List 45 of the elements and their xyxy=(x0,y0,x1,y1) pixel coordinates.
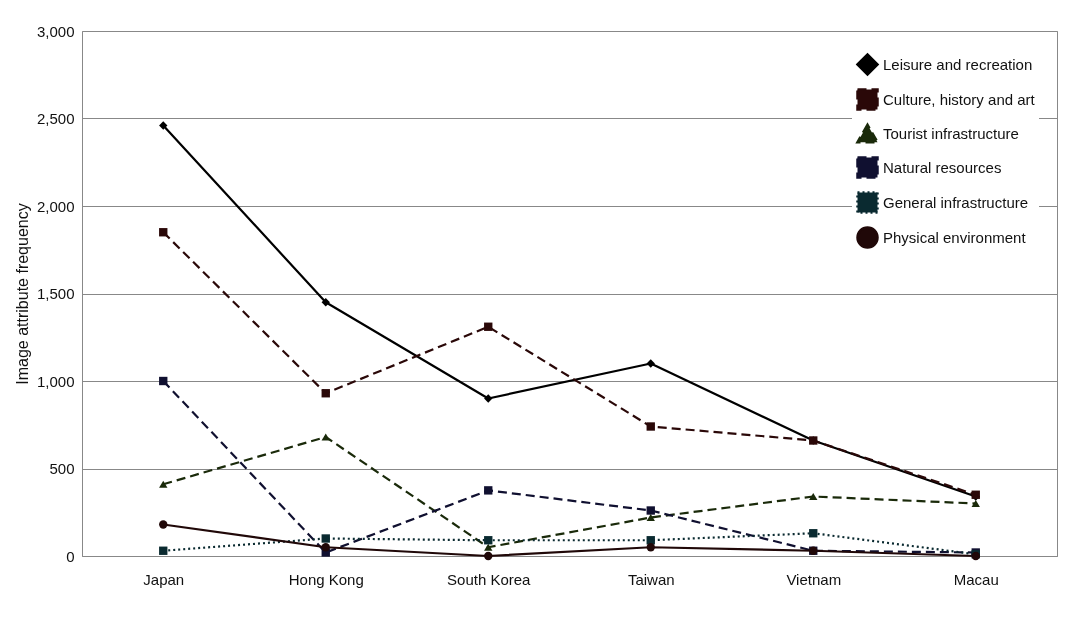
point xyxy=(484,394,493,403)
legend-label: Leisure and recreation xyxy=(883,55,1033,73)
point xyxy=(971,499,980,508)
point xyxy=(159,520,168,529)
legend-label: Culture, history and art xyxy=(883,90,1036,108)
y-axis-title: Image attribute frequency xyxy=(13,203,31,385)
legend-label: Physical environment xyxy=(883,228,1027,246)
legend-label: General infrastructure xyxy=(883,193,1029,211)
point xyxy=(646,506,655,515)
point xyxy=(159,480,168,488)
point xyxy=(809,529,818,538)
point xyxy=(321,543,330,552)
point xyxy=(484,486,493,495)
y-tick-label: 2,000 xyxy=(36,197,75,215)
point xyxy=(321,534,330,543)
y-tick-label: 500 xyxy=(49,460,75,477)
x-tick-label: Macau xyxy=(953,570,999,588)
point xyxy=(321,389,330,398)
point xyxy=(646,422,655,431)
point xyxy=(484,551,493,561)
point xyxy=(321,298,330,307)
point xyxy=(646,359,655,368)
x-tick-label: Japan xyxy=(143,570,185,588)
x-tick-label: Hong Kong xyxy=(288,570,364,588)
point xyxy=(159,376,168,386)
legend-label: Tourist infrastructure xyxy=(883,124,1019,142)
point xyxy=(484,536,493,545)
point xyxy=(159,228,168,237)
point xyxy=(809,492,818,501)
y-tick-label: 1,000 xyxy=(36,372,75,390)
point xyxy=(646,513,655,522)
point xyxy=(159,546,168,555)
y-tick-label: 0 xyxy=(66,547,75,565)
point xyxy=(646,543,655,552)
x-tick-label: South Korea xyxy=(447,570,532,588)
point xyxy=(484,543,493,551)
x-tick-label: Vietnam xyxy=(786,570,842,588)
x-tick-label: Taiwan xyxy=(627,570,675,588)
y-tick-label: 2,500 xyxy=(36,110,75,127)
legend-label: Natural resources xyxy=(883,158,1002,176)
y-tick-label: 1,500 xyxy=(36,285,75,302)
y-tick-label: 3,000 xyxy=(36,22,75,40)
point xyxy=(321,433,330,441)
point xyxy=(159,121,168,130)
point xyxy=(484,322,493,331)
